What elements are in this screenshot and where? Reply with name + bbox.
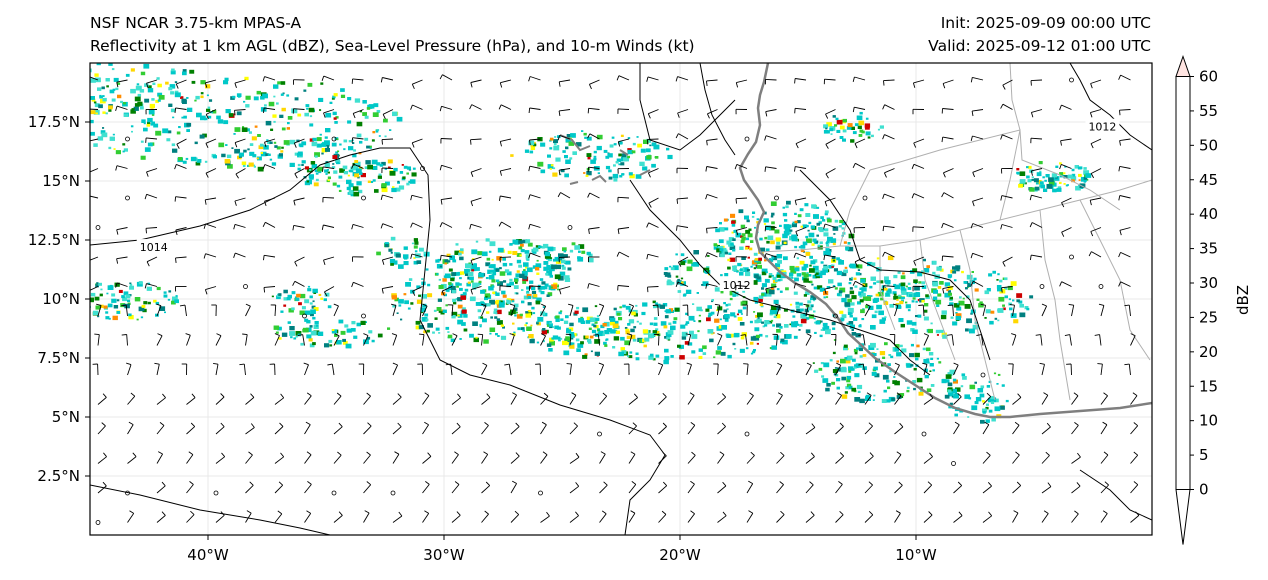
colorbar-max-extend — [1175, 54, 1191, 77]
lat-tick-label: 5°N — [52, 408, 80, 426]
colorbar-tick-label: 10 — [1199, 412, 1218, 430]
isobar-label: 1014 — [140, 241, 168, 254]
colorbar-tick-label: 40 — [1199, 205, 1218, 223]
lon-tick-label: 20°W — [659, 546, 701, 564]
isobar-label: 1012 — [1088, 121, 1116, 134]
lon-tick-label: 40°W — [187, 546, 229, 564]
wind-barbs — [90, 74, 1140, 525]
lat-tick-label: 17.5°N — [28, 113, 80, 131]
map-title-fields: Reflectivity at 1 km AGL (dBZ), Sea-Leve… — [90, 37, 695, 55]
colorbar-tick-label: 35 — [1199, 240, 1218, 258]
lon-tick-label: 30°W — [423, 546, 465, 564]
colorbar-tick-label: 50 — [1199, 136, 1218, 154]
colorbar-tick-label: 60 — [1199, 68, 1218, 86]
colorbar-tick-label: 30 — [1199, 274, 1218, 292]
colorbar-frame — [1175, 76, 1191, 490]
lat-tick-label: 12.5°N — [28, 231, 80, 249]
coastlines-borders — [559, 63, 1152, 419]
country-borders — [759, 63, 1152, 401]
isobar-label-bg — [719, 276, 754, 291]
isobar-label-bg — [1085, 118, 1120, 133]
colorbar-title: dBZ — [1234, 285, 1252, 315]
west-africa-coastline — [738, 63, 1152, 419]
colorbar-tick-label: 15 — [1199, 377, 1218, 395]
colorbar-tick-label: 25 — [1199, 308, 1218, 326]
isobars — [90, 63, 1152, 535]
map-axes: 40°W 30°W 20°W 10°W 2.5°N 5°N 7.5°N 10°N 12.5°N 1… — [28, 113, 937, 564]
valid-time-label: Valid: 2025-09-12 01:00 UTC — [928, 37, 1151, 55]
cape-verde-islands — [559, 134, 651, 185]
lat-tick-label: 15°N — [42, 172, 80, 190]
lat-tick-label: 2.5°N — [37, 467, 80, 485]
colorbar-tick-label: 45 — [1199, 171, 1218, 189]
lat-tick-label: 7.5°N — [37, 349, 80, 367]
isobar-label-bg — [136, 239, 171, 254]
colorbar-tick-label: 55 — [1199, 102, 1218, 120]
map-title-model: NSF NCAR 3.75-km MPAS-A — [90, 14, 302, 32]
colorbar-min-extend — [1175, 489, 1191, 545]
colorbar-tick-label: 0 — [1199, 481, 1209, 499]
gridlines — [90, 63, 1152, 535]
init-time-label: Init: 2025-09-09 00:00 UTC — [940, 14, 1151, 32]
colorbar: 0 5 10 15 20 25 30 35 40 45 50 55 60 dBZ — [1175, 54, 1252, 545]
reflectivity-echoes — [90, 63, 1092, 424]
lat-tick-label: 10°N — [42, 290, 80, 308]
colorbar-tick-label: 5 — [1199, 446, 1209, 464]
colorbar-tick-label: 20 — [1199, 343, 1218, 361]
lon-tick-label: 10°W — [895, 546, 937, 564]
